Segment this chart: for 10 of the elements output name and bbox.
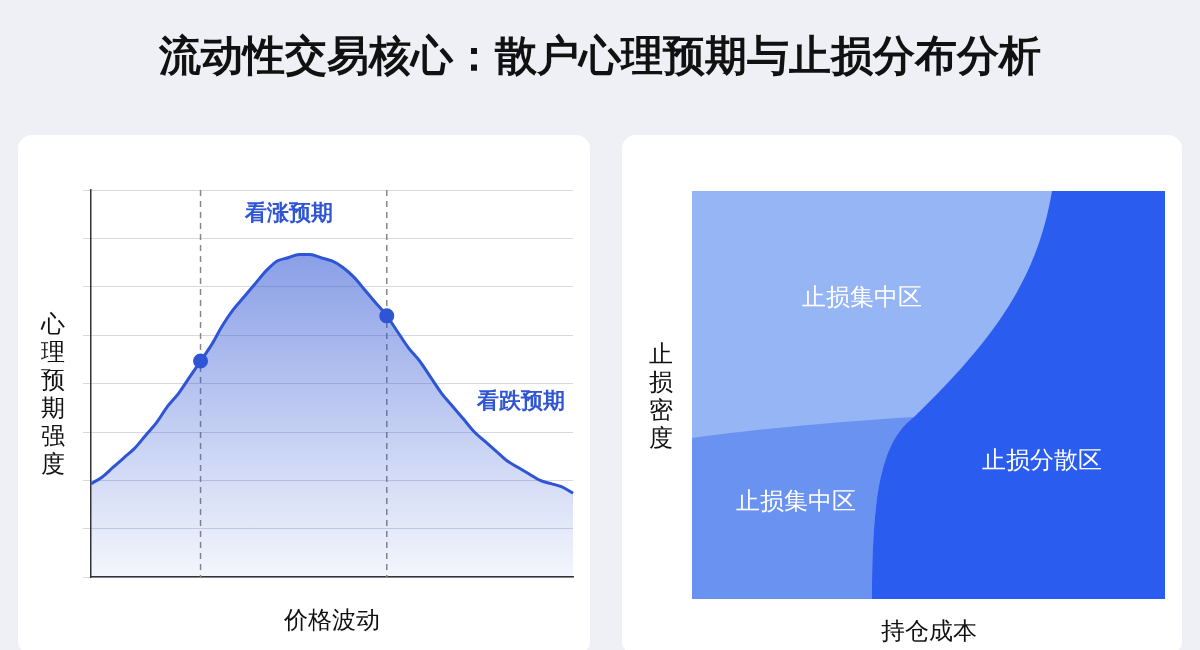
- text: 止损集中区: [802, 282, 923, 314]
- chart-title: 流动性交易核心：散户心理预期与止损分布分析: [158, 30, 1042, 82]
- text: 止损集中区: [736, 486, 857, 518]
- text: 止损分散区: [982, 445, 1103, 477]
- x-axis-title: 价格波动: [283, 605, 380, 634]
- text: 看涨预期: [244, 200, 334, 226]
- text: 止损密度: [648, 340, 674, 452]
- annotation: 看跌预期: [476, 387, 565, 413]
- text: 持仓成本: [879, 616, 978, 647]
- y-axis-title: 心理预期强度: [40, 310, 66, 478]
